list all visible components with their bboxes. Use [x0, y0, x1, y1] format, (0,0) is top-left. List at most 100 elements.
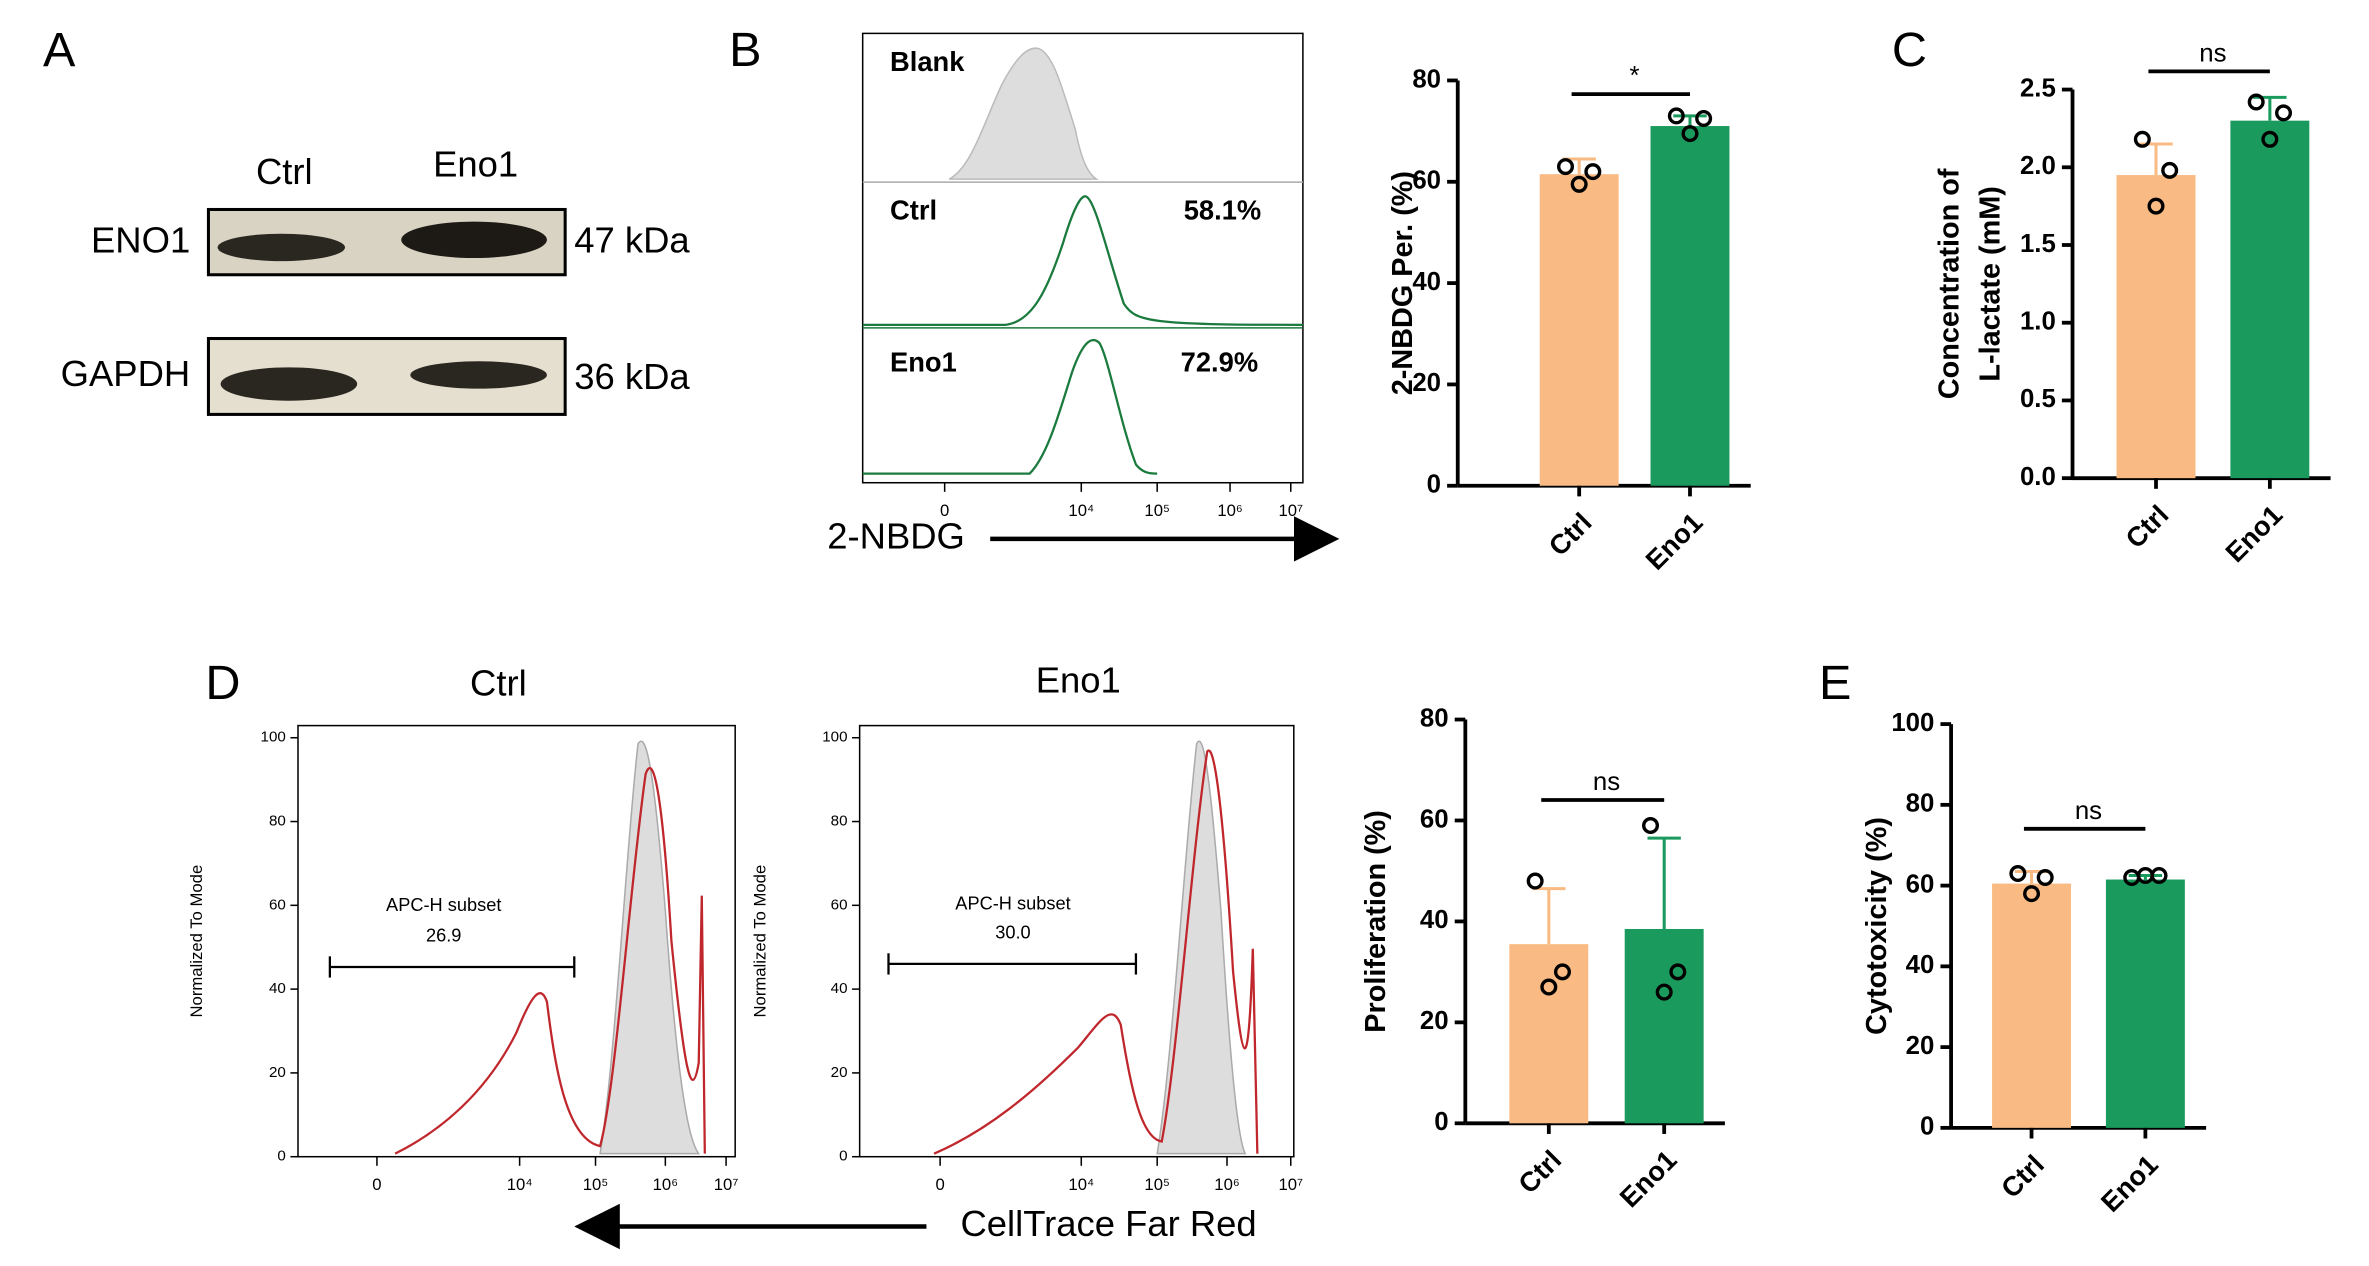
bar: [1539, 174, 1619, 486]
x-axis-label: 2-NBDG: [827, 516, 965, 557]
band-size: 36 kDa: [574, 356, 690, 397]
x-tick-label: Eno1: [2095, 1149, 2164, 1218]
y-axis-label: 2-NBDG Per. (%): [1387, 171, 1419, 395]
y-tick-label: 0: [1920, 1113, 1934, 1141]
y-tick-label: 40: [831, 980, 848, 997]
data-point: [1570, 175, 1588, 193]
gate-value: 30.0: [995, 922, 1030, 942]
x-tick-label: Ctrl: [1512, 1144, 1567, 1199]
x-tick-label: 10⁶: [1217, 501, 1242, 520]
error-bar: [1647, 836, 1681, 929]
x-tick-label: 10⁷: [1278, 501, 1303, 520]
x-tick-label: Eno1: [1639, 507, 1708, 576]
y-axis-label: Concentration of: [1934, 168, 1966, 399]
data-point: [1557, 158, 1575, 176]
data-point: [1667, 107, 1685, 125]
plot-title: Ctrl: [470, 663, 527, 704]
y-tick-label: 20: [269, 1064, 286, 1081]
x-tick-label: 10⁶: [1214, 1175, 1239, 1194]
y-tick-label: 60: [1420, 805, 1449, 833]
error-bar: [1673, 114, 1707, 127]
data-point: [2133, 130, 2151, 148]
x-tick-label: 10⁶: [653, 1175, 678, 1194]
sample-label: Eno1: [890, 347, 957, 378]
y-tick-label: 80: [831, 813, 848, 830]
plot-title: Eno1: [1036, 660, 1121, 701]
flow-histograms: [861, 32, 1304, 484]
y-axis-label: Cytotoxicity (%): [1861, 817, 1893, 1035]
y-tick-label: 20: [831, 1064, 848, 1081]
x-tick-label: 10⁴: [1068, 1175, 1094, 1194]
flow-histograms: [297, 724, 1295, 1158]
data-point: [2247, 93, 2265, 111]
data-point: [2147, 197, 2165, 215]
x-tick-label: Eno1: [2219, 499, 2288, 568]
sample-percent: 58.1%: [1184, 195, 1261, 226]
y-tick-label: 100: [822, 729, 847, 746]
y-tick-label: 60: [269, 896, 286, 913]
y-axis-label: Proliferation (%): [1360, 810, 1392, 1033]
error-bar: [1532, 887, 1566, 945]
significance-label: *: [1630, 62, 1640, 90]
y-tick-label: 80: [1420, 704, 1449, 732]
y-tick-label: 2.5: [2020, 74, 2056, 102]
gate-label: APC-H subset: [386, 895, 501, 915]
bar: [2105, 879, 2185, 1128]
y-tick-label: 40: [269, 980, 286, 997]
x-tick-label: Eno1: [1613, 1144, 1682, 1213]
panel-label: B: [729, 23, 761, 77]
bar: [2230, 120, 2310, 479]
y-tick-label: 0: [1434, 1108, 1448, 1136]
y-tick-label: 1.0: [2020, 308, 2056, 336]
x-tick-label: 10⁴: [1068, 501, 1094, 520]
data-point: [2036, 869, 2054, 887]
band-label: GAPDH: [61, 353, 191, 394]
y-tick-label: 80: [269, 813, 286, 830]
band-size: 47 kDa: [574, 220, 690, 261]
panel-label: C: [1892, 23, 1927, 77]
y-tick-label: 0: [277, 1148, 285, 1165]
x-tick-label: 0: [372, 1175, 381, 1194]
lane-label: Ctrl: [256, 151, 313, 192]
y-tick-label: 40: [1420, 906, 1449, 934]
x-tick-label: 10⁵: [1144, 1175, 1169, 1194]
x-tick-label: 10⁵: [1144, 501, 1169, 520]
y-tick-label: 2.0: [2020, 152, 2056, 180]
gate-label: APC-H subset: [955, 894, 1070, 914]
band-label: ENO1: [91, 220, 190, 261]
error-bar: [2128, 873, 2163, 880]
y-axis-label: Normalized To Mode: [187, 865, 206, 1018]
data-point: [1681, 125, 1699, 143]
panel-label: D: [205, 656, 240, 710]
data-point: [2136, 866, 2154, 884]
y-tick-label: 80: [1906, 790, 1935, 818]
significance-label: ns: [2075, 797, 2102, 825]
y-tick-label: 1.5: [2020, 230, 2056, 258]
x-tick-label: 10⁴: [507, 1175, 533, 1194]
bar: [1509, 944, 1589, 1124]
bar: [1650, 126, 1730, 486]
x-tick-label: 0: [940, 501, 949, 520]
data-point: [2009, 864, 2027, 882]
blot-image: [206, 207, 567, 416]
y-axis-label: Normalized To Mode: [750, 865, 769, 1018]
x-tick-label: Ctrl: [1542, 507, 1597, 562]
data-point: [1655, 983, 1673, 1001]
y-tick-label: 0.0: [2020, 463, 2056, 491]
data-point: [1642, 817, 1660, 835]
x-tick-label: Ctrl: [2119, 499, 2174, 554]
lane-label: Eno1: [433, 144, 518, 185]
y-tick-label: 40: [1906, 951, 1935, 979]
bar: [2116, 175, 2196, 479]
sample-percent: 72.9%: [1181, 347, 1258, 378]
y-tick-label: 40: [1412, 268, 1441, 296]
data-point: [1669, 963, 1687, 981]
y-tick-label: 0: [839, 1148, 847, 1165]
error-bar: [2014, 869, 2049, 884]
error-bar: [2139, 142, 2173, 176]
data-point: [2023, 885, 2041, 903]
data-point: [1540, 978, 1558, 996]
x-tick-label: Ctrl: [1995, 1149, 2050, 1204]
x-tick-label: 0: [935, 1175, 944, 1194]
